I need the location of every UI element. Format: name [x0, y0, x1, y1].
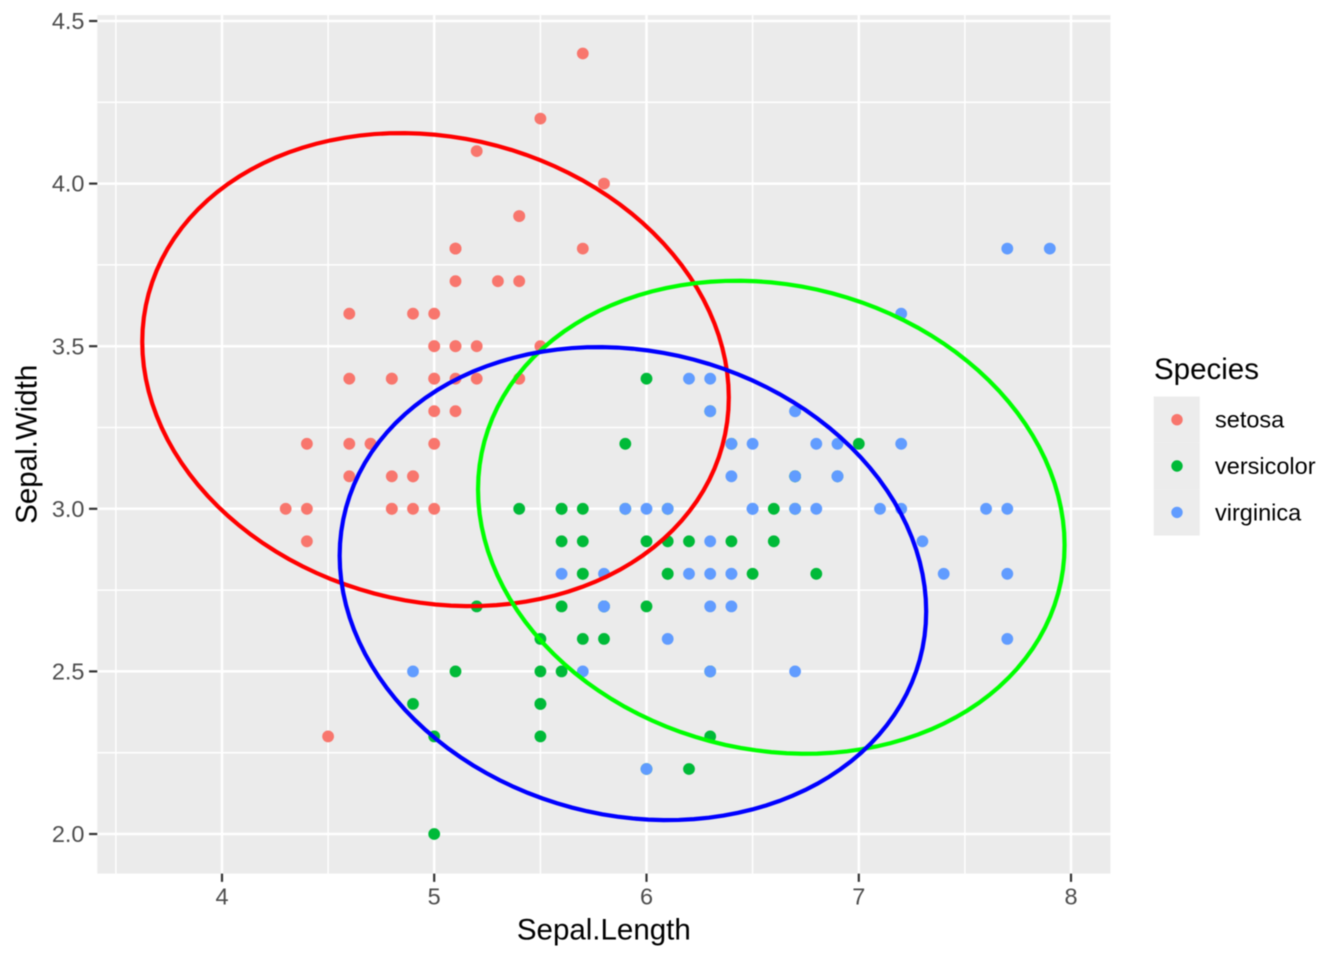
- svg-text:4.5: 4.5: [52, 8, 85, 34]
- svg-text:3.5: 3.5: [52, 333, 85, 359]
- svg-text:Sepal.Width: Sepal.Width: [11, 365, 44, 524]
- svg-text:8: 8: [1064, 884, 1077, 910]
- svg-text:5: 5: [428, 884, 441, 910]
- svg-text:setosa: setosa: [1215, 407, 1285, 433]
- svg-text:4: 4: [215, 884, 228, 910]
- svg-text:versicolor: versicolor: [1215, 453, 1316, 479]
- svg-text:4.0: 4.0: [52, 171, 85, 197]
- svg-text:Species: Species: [1154, 353, 1259, 386]
- svg-text:2.5: 2.5: [52, 659, 85, 685]
- svg-text:7: 7: [852, 884, 865, 910]
- svg-text:virginica: virginica: [1215, 499, 1302, 525]
- svg-text:3.0: 3.0: [52, 496, 85, 522]
- svg-text:Sepal.Length: Sepal.Length: [517, 913, 691, 946]
- svg-text:2.0: 2.0: [52, 821, 85, 847]
- svg-text:6: 6: [640, 884, 653, 910]
